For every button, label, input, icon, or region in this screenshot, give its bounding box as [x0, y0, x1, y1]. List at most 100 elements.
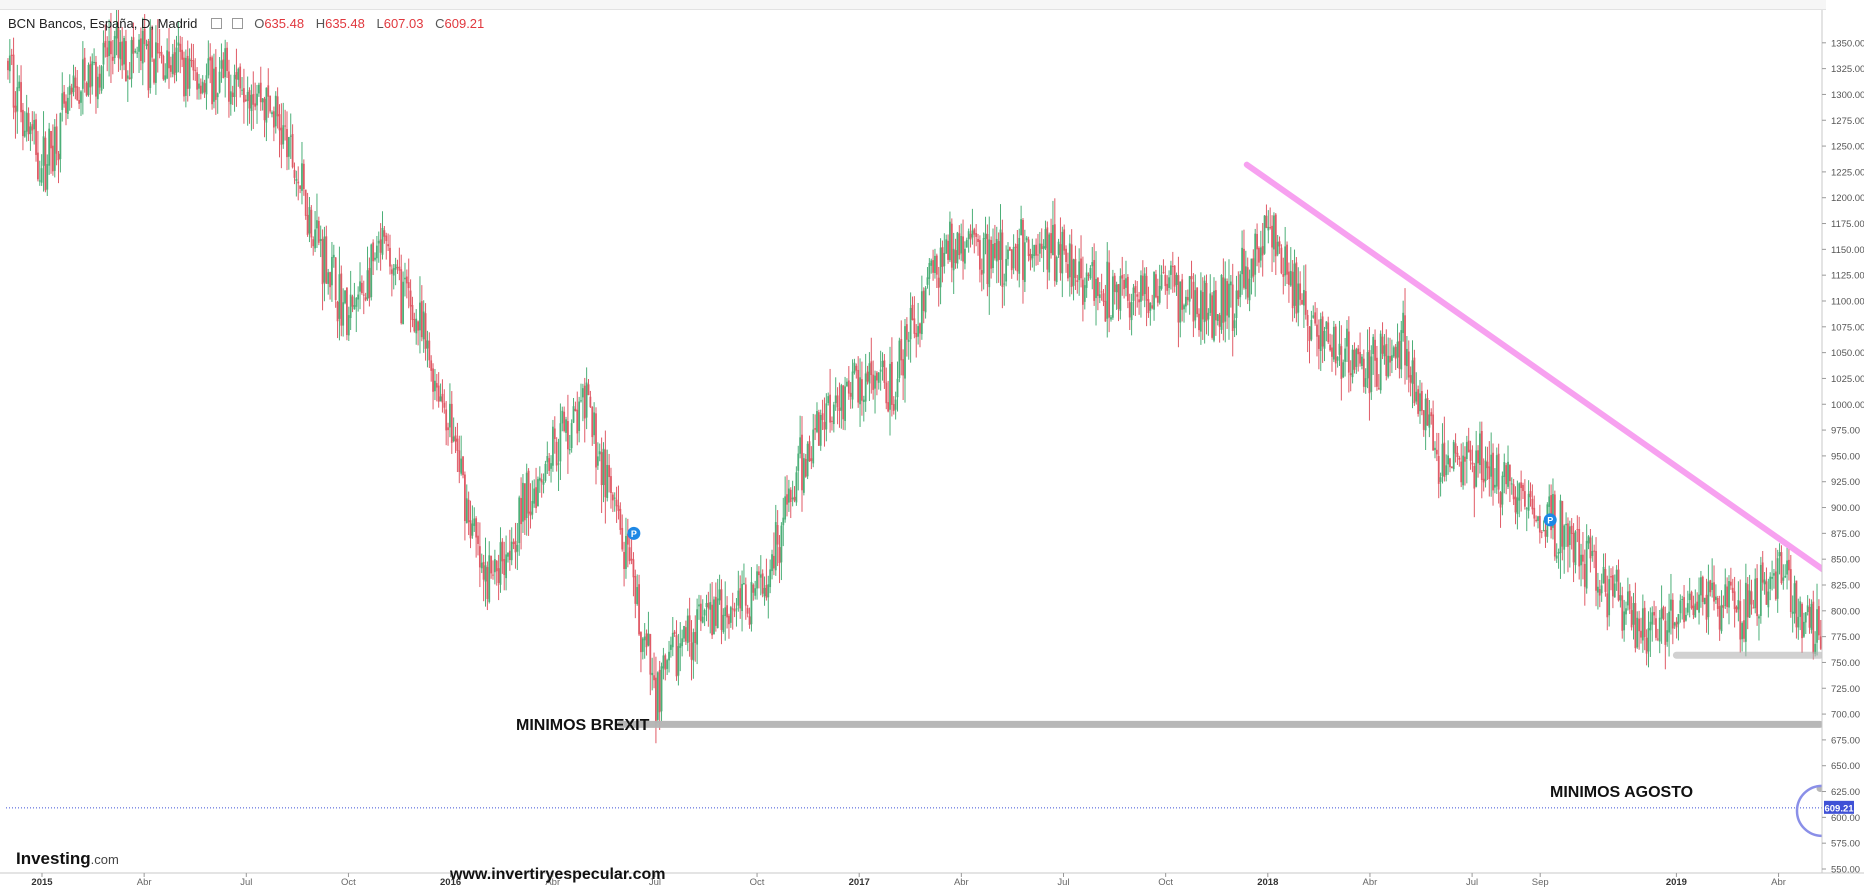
- candle-body: [838, 407, 841, 411]
- candle-body: [1153, 271, 1155, 310]
- y-tick-label: 1175.00: [1831, 219, 1864, 230]
- candle-body: [1803, 621, 1805, 637]
- candle-body: [1100, 291, 1103, 293]
- candle-body: [670, 644, 672, 650]
- candle-body: [1563, 525, 1566, 550]
- candle-body: [419, 302, 421, 331]
- candle-body: [1314, 312, 1317, 324]
- candle-body: [632, 559, 635, 578]
- candle-body: [1282, 273, 1285, 277]
- candle-body: [812, 429, 815, 464]
- candle-body: [1473, 465, 1476, 489]
- candle-body: [847, 380, 850, 394]
- candle-body: [492, 574, 494, 576]
- candle-body: [647, 633, 650, 646]
- candle-body: [1125, 278, 1127, 288]
- candle-body: [679, 643, 682, 648]
- candle-body: [233, 74, 236, 98]
- candle-body: [1067, 264, 1069, 279]
- candle-body: [641, 638, 644, 652]
- candle-body: [486, 567, 489, 599]
- candle-body: [469, 520, 472, 539]
- candle-body: [988, 239, 991, 288]
- candle-body: [1117, 284, 1120, 309]
- candle-body: [836, 395, 839, 408]
- candle-body: [861, 379, 863, 401]
- candle-body: [621, 527, 624, 550]
- candle-body: [1555, 555, 1558, 559]
- candle-body: [392, 268, 395, 276]
- candle-body: [1621, 595, 1624, 631]
- candle-body: [1426, 397, 1429, 426]
- candle-body: [600, 452, 603, 486]
- candle-body: [411, 305, 414, 321]
- candle-body: [1265, 215, 1268, 228]
- candle-body: [407, 282, 410, 289]
- candle-body: [323, 236, 326, 283]
- candle-body: [1057, 241, 1060, 255]
- candle-body: [1065, 248, 1067, 263]
- candle-body: [1763, 579, 1766, 585]
- candle-body: [533, 488, 536, 504]
- candle-body: [814, 428, 817, 430]
- candle-body: [243, 88, 245, 103]
- candle-body: [291, 134, 294, 168]
- candle-body: [799, 437, 802, 454]
- candle-body: [1553, 494, 1556, 557]
- candle-body: [1229, 281, 1232, 286]
- candle-body: [1744, 582, 1747, 642]
- candle-body: [1286, 244, 1288, 275]
- candle-body: [254, 103, 257, 107]
- candle-body: [173, 52, 176, 76]
- legend-settings-icon[interactable]: [231, 18, 243, 29]
- candle-body: [767, 584, 770, 598]
- candle-body: [417, 321, 419, 331]
- candle-body: [1063, 229, 1066, 251]
- candle-body: [409, 290, 412, 307]
- candle-body: [497, 568, 500, 583]
- candle-body: [559, 423, 562, 462]
- candle-body: [132, 37, 135, 54]
- candle-body: [379, 239, 382, 253]
- candle-body: [287, 137, 290, 157]
- candle-body: [1456, 452, 1459, 458]
- candle-body: [239, 66, 242, 89]
- candle-body: [1226, 281, 1229, 316]
- candle-body: [537, 479, 539, 507]
- candle-body: [980, 270, 983, 275]
- candle-body: [1089, 268, 1092, 279]
- candle-body: [96, 76, 99, 100]
- y-tick-label: 725.00: [1831, 684, 1860, 695]
- candle-body: [1284, 246, 1287, 276]
- candle-body: [1261, 246, 1264, 256]
- candle-body: [701, 616, 704, 623]
- candle-body: [1411, 360, 1414, 384]
- candle-body: [420, 301, 423, 338]
- candle-body: [106, 47, 109, 57]
- candle-body: [355, 297, 358, 307]
- y-tick-label: 900.00: [1831, 503, 1860, 514]
- candle-body: [698, 604, 700, 607]
- candle-body: [1658, 617, 1661, 642]
- candle-body: [1168, 277, 1170, 288]
- legend-visibility-icon[interactable]: [210, 18, 222, 29]
- candle-body: [1780, 552, 1783, 584]
- candle-body: [1098, 294, 1101, 298]
- candle-body: [649, 634, 652, 675]
- candle-body: [126, 75, 129, 79]
- candle-body: [143, 28, 146, 45]
- candle-body: [50, 131, 52, 149]
- candle-body: [1707, 581, 1710, 618]
- candle-body: [1482, 478, 1485, 483]
- candle-body: [786, 494, 788, 505]
- candle-body: [553, 428, 556, 439]
- candle-body: [222, 59, 225, 79]
- x-tick-label: Abr: [1363, 877, 1378, 888]
- candle-body: [714, 596, 717, 626]
- chart-legend: BCN Bancos, España, D, Madrid O635.48 H6…: [8, 16, 484, 31]
- candle-body: [939, 247, 942, 288]
- candle-body: [394, 264, 397, 270]
- candle-body: [1649, 621, 1652, 631]
- x-tick-label: Sep: [1532, 877, 1549, 888]
